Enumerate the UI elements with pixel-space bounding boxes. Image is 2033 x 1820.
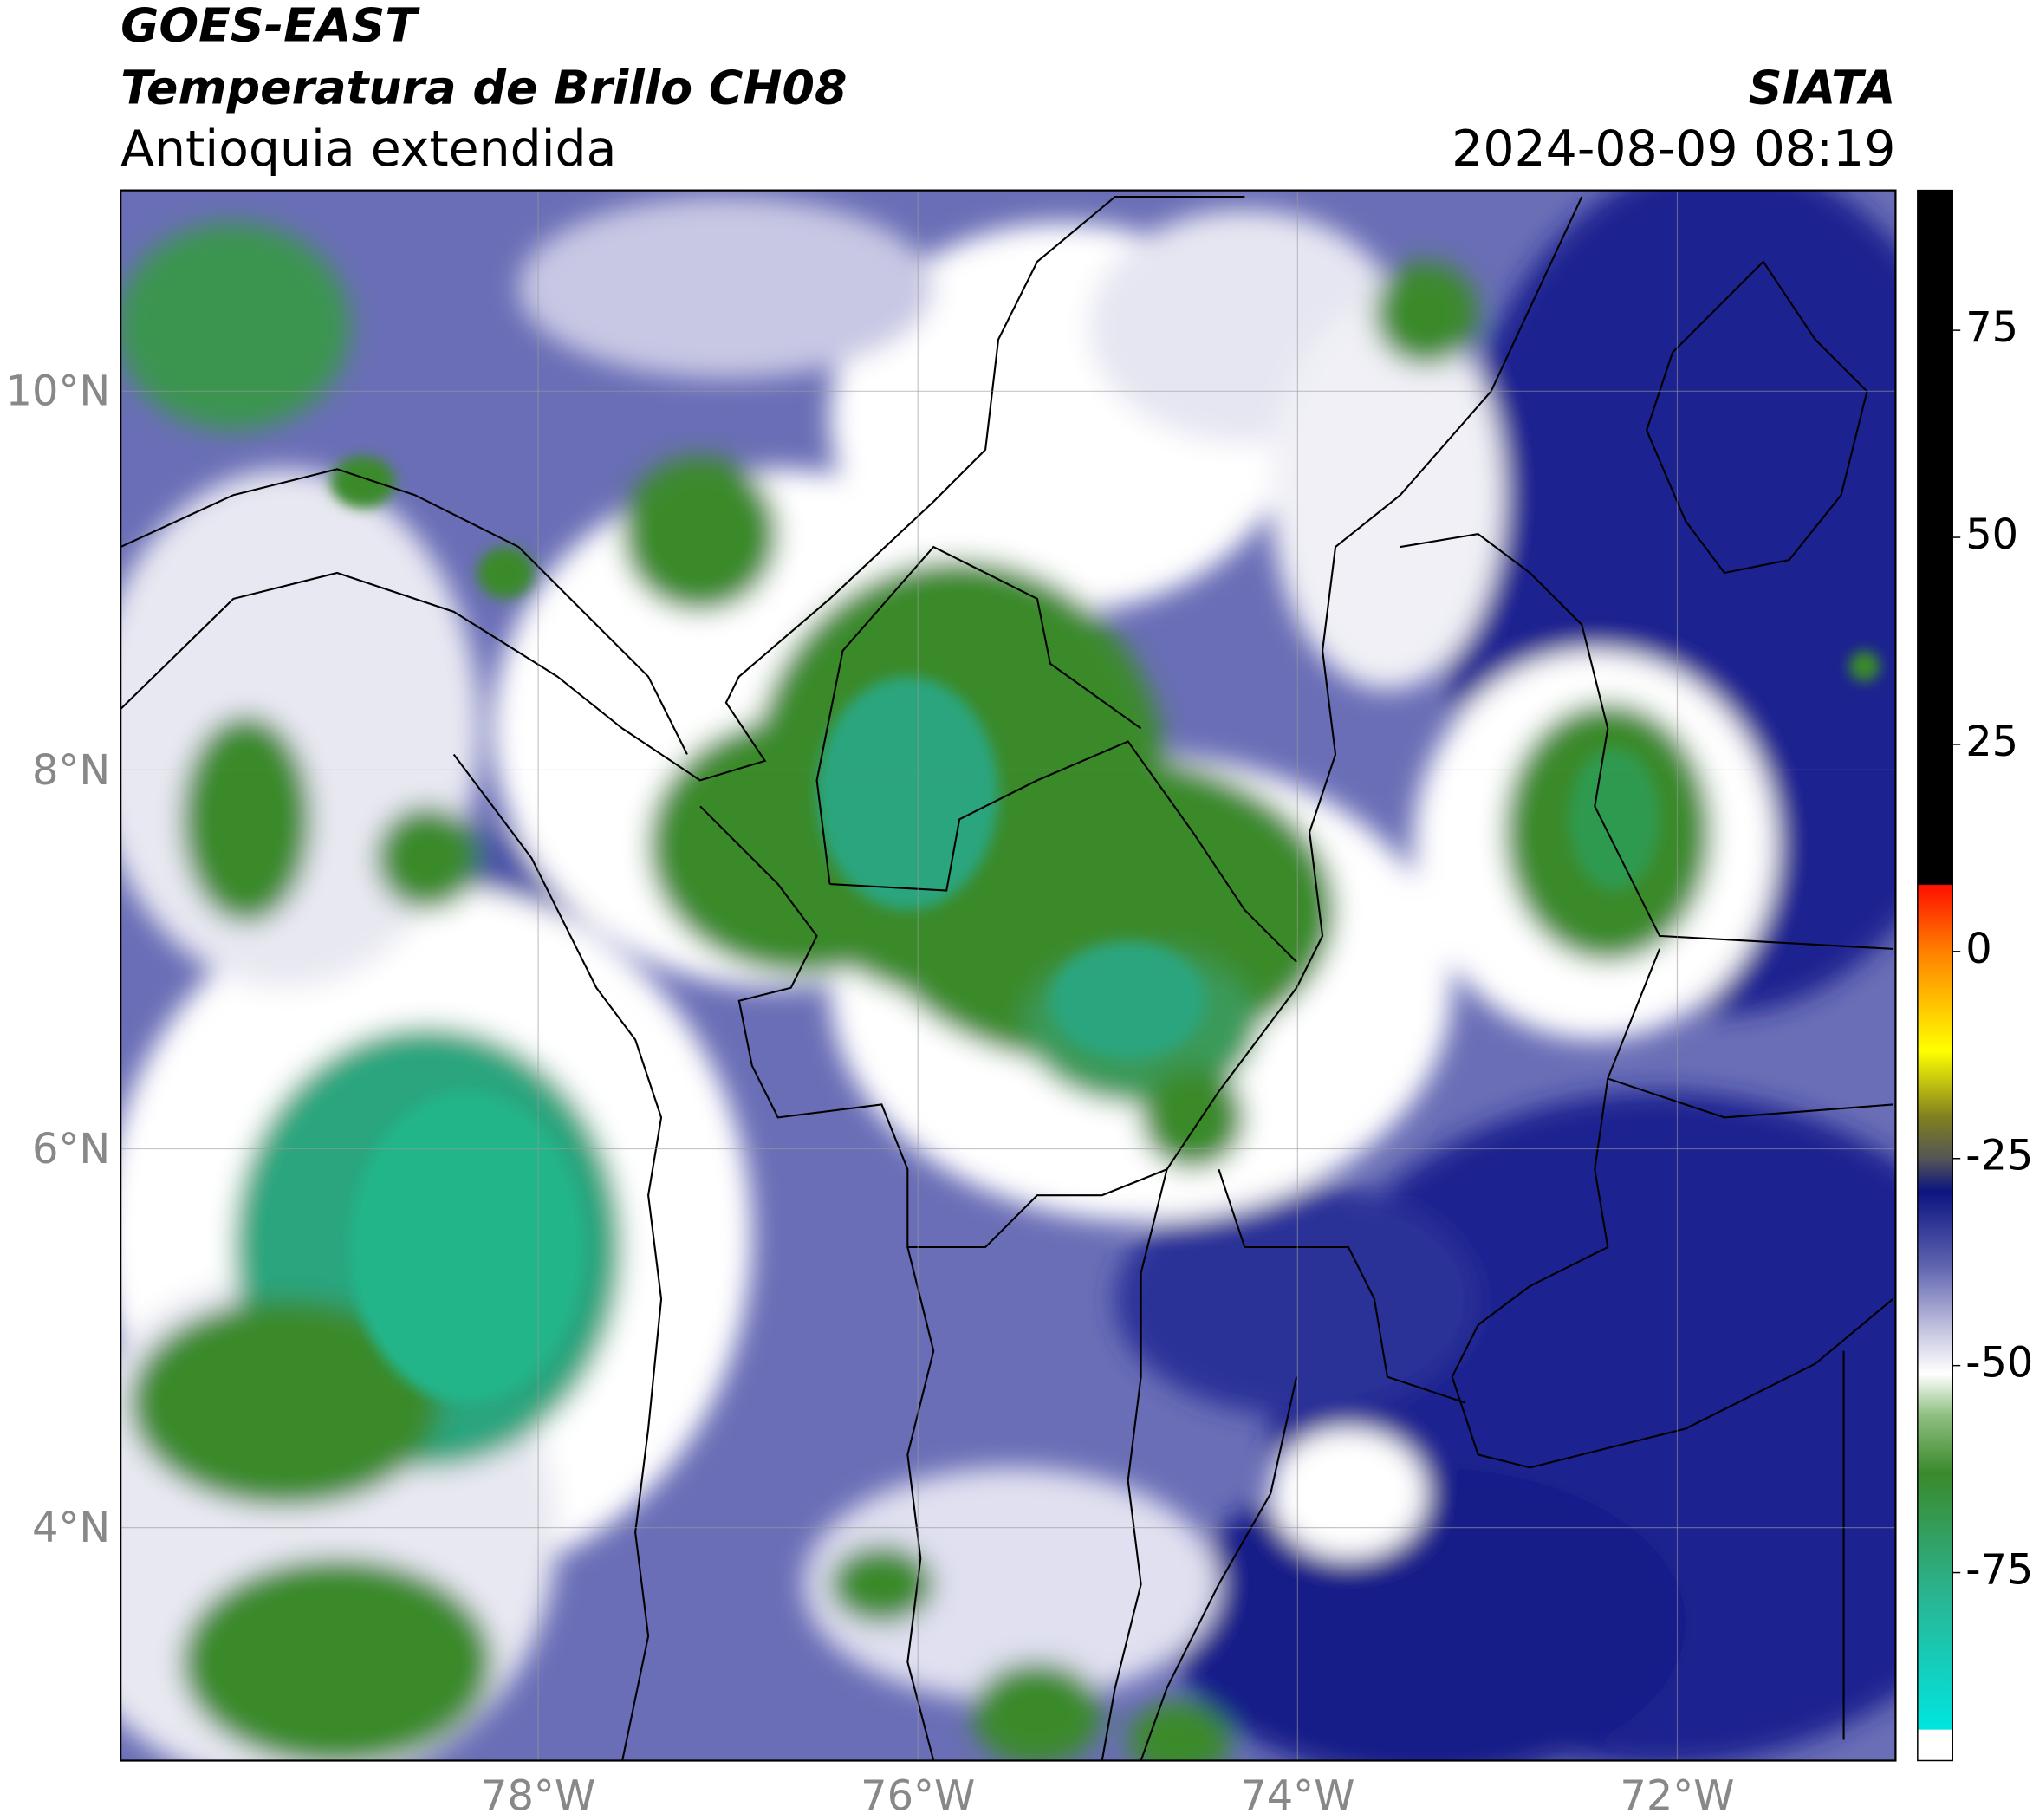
x-tick-label: 78°W — [481, 1772, 595, 1820]
title: GOES-EAST — [120, 0, 420, 53]
map-frame — [120, 189, 1897, 1762]
source: SIATA — [1749, 60, 1896, 114]
y-tick-label: 10°N — [6, 368, 111, 416]
colorbar: -75 -50 -25 0 25 50 75 — [1917, 189, 2033, 1762]
x-tick-label: 76°W — [861, 1772, 975, 1820]
colorbar-tick-label: -25 — [1965, 1133, 2033, 1180]
grid — [120, 190, 1896, 1761]
satellite-image — [120, 190, 1896, 1761]
colorbar-tick-label: 0 — [1965, 926, 1991, 973]
datetime: 2024-08-09 08:19 — [1452, 120, 1895, 178]
x-tick-label: 72°W — [1620, 1772, 1734, 1820]
subtitle: Temperatura de Brillo CH08 — [120, 60, 847, 114]
borders — [120, 196, 1894, 1761]
y-tick-label: 4°N — [32, 1505, 110, 1552]
x-tick-label: 74°W — [1240, 1772, 1354, 1820]
region: Antioquia extendida — [120, 120, 616, 178]
colorbar-tick-label: 25 — [1965, 718, 2018, 766]
colorbar-tick-label: -75 — [1965, 1547, 2033, 1595]
y-tick-label: 6°N — [32, 1126, 110, 1173]
y-tick-label: 8°N — [32, 747, 110, 795]
colorbar-fill — [1917, 189, 1953, 1762]
colorbar-tick-label: 50 — [1965, 511, 2018, 559]
colorbar-tick-label: -50 — [1965, 1340, 2033, 1388]
colorbar-tick-label: 75 — [1965, 304, 2018, 352]
